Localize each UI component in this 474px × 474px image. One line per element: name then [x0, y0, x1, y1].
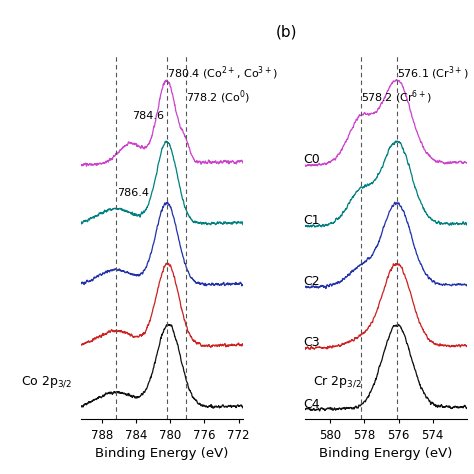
- Text: 786.4: 786.4: [117, 188, 149, 198]
- Text: C4: C4: [304, 398, 320, 410]
- Text: 576.1 (Cr$^{3+}$): 576.1 (Cr$^{3+}$): [397, 64, 468, 82]
- Text: 784.6: 784.6: [132, 111, 164, 121]
- Text: C0: C0: [304, 153, 320, 165]
- Text: C1: C1: [304, 214, 320, 228]
- Text: (b): (b): [275, 25, 297, 40]
- Text: Cr 2p$_{3/2}$: Cr 2p$_{3/2}$: [313, 375, 361, 390]
- Text: 780.4 (Co$^{2+}$, Co$^{3+}$): 780.4 (Co$^{2+}$, Co$^{3+}$): [167, 64, 278, 82]
- Text: C3: C3: [304, 336, 320, 349]
- Text: C2: C2: [304, 275, 320, 288]
- Text: Co 2p$_{3/2}$: Co 2p$_{3/2}$: [21, 375, 73, 390]
- X-axis label: Binding Energy (eV): Binding Energy (eV): [319, 447, 452, 460]
- X-axis label: Binding Energy (eV): Binding Energy (eV): [95, 447, 228, 460]
- Text: 578.2 (Cr$^{6+}$): 578.2 (Cr$^{6+}$): [361, 89, 432, 106]
- Text: 778.2 (Co$^{0}$): 778.2 (Co$^{0}$): [186, 89, 250, 106]
